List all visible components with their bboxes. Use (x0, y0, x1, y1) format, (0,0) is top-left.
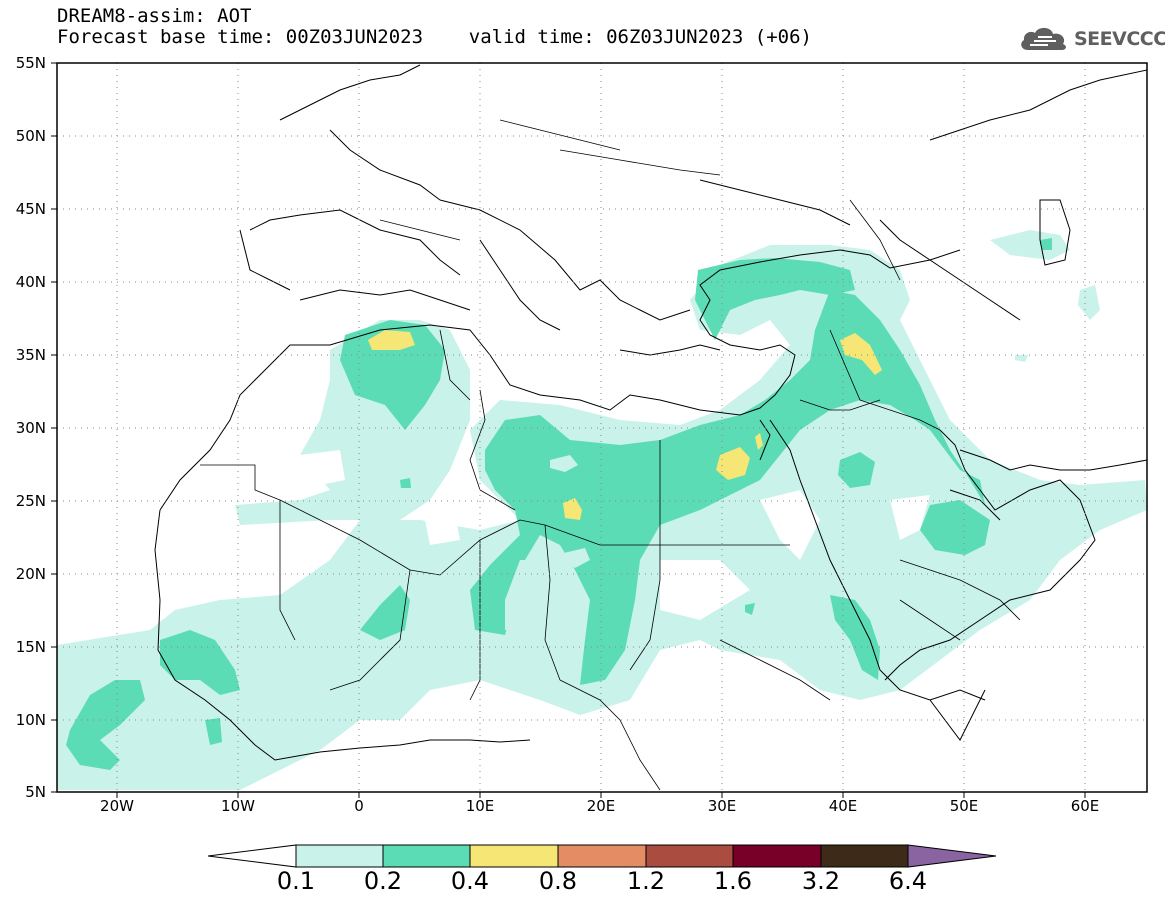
lon-tick-label: 10E (465, 797, 495, 815)
lat-tick-label: 50N (15, 127, 46, 145)
map-title: DREAM8-assim: AOT (57, 5, 252, 27)
lat-tick-label: 40N (15, 273, 46, 291)
aot-field-holes (300, 450, 930, 620)
lat-tick-label: 25N (15, 492, 46, 510)
seevccc-logo: SEEVCCC (1018, 24, 1165, 54)
lat-tick-label: 5N (25, 783, 46, 801)
lat-tick-label: 30N (15, 419, 46, 437)
aot-field-mid-holes (550, 455, 590, 568)
cloud-icon (1021, 27, 1066, 50)
country-borders (200, 119, 1021, 791)
lat-tick-label: 55N (15, 54, 46, 72)
lon-tick-label: 40E (828, 797, 858, 815)
lat-tick-label: 20N (15, 565, 46, 583)
lon-tick-label: 60E (1070, 797, 1100, 815)
lon-tick-label: 0 (354, 797, 364, 815)
colorbar-level-label: 1.6 (713, 867, 753, 895)
colorbar-level-label: 0.4 (450, 867, 490, 895)
coastlines (154, 64, 1147, 761)
colorbar-level-label: 3.2 (801, 867, 841, 895)
lon-tick-label: 20E (586, 797, 616, 815)
logo-text: SEEVCCC (1074, 28, 1165, 50)
aot-field-mid (66, 238, 1052, 770)
lon-tick-label: 30E (707, 797, 737, 815)
lon-tick-label: 50E (949, 797, 979, 815)
lon-tick-label: 20W (100, 797, 134, 815)
lat-tick-label: 45N (15, 200, 46, 218)
aot-field-high (368, 330, 882, 520)
colorbar-level-label: 1.2 (626, 867, 666, 895)
colorbar-level-label: 6.4 (888, 867, 928, 895)
lat-tick-label: 35N (15, 346, 46, 364)
lat-tick-label: 10N (15, 711, 46, 729)
colorbar-level-label: 0.2 (363, 867, 403, 895)
colorbar-level-label: 0.8 (538, 867, 578, 895)
forecast-times: Forecast base time: 00Z03JUN2023 valid t… (57, 26, 812, 48)
lon-tick-label: 10W (221, 797, 255, 815)
lat-tick-label: 15N (15, 638, 46, 656)
colorbar-level-label: 0.1 (276, 867, 316, 895)
axis-ticks (51, 62, 1086, 798)
